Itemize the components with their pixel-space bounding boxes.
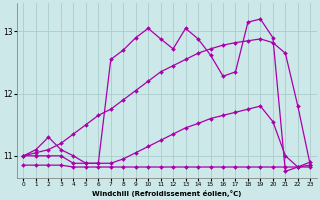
X-axis label: Windchill (Refroidissement éolien,°C): Windchill (Refroidissement éolien,°C) bbox=[92, 190, 242, 197]
